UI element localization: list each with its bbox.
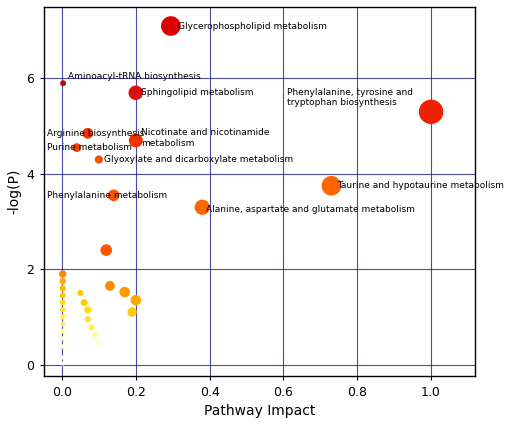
Point xyxy=(59,320,67,327)
Point xyxy=(59,343,67,350)
Text: Taurine and hypotaurine metabolism: Taurine and hypotaurine metabolism xyxy=(337,181,504,190)
Point xyxy=(198,204,206,211)
Point xyxy=(80,299,88,306)
Text: Sphingolipid metabolism: Sphingolipid metabolism xyxy=(141,88,254,97)
Point xyxy=(91,332,99,338)
Point xyxy=(110,192,118,198)
Point xyxy=(59,328,67,334)
Point xyxy=(132,297,140,303)
Text: Arginine biosynthesis: Arginine biosynthesis xyxy=(47,129,145,138)
Text: Purine metabolism: Purine metabolism xyxy=(47,143,132,152)
Point xyxy=(132,89,140,96)
Text: Phenylalanine, tyrosine and
tryptophan biosynthesis: Phenylalanine, tyrosine and tryptophan b… xyxy=(287,88,413,107)
Point xyxy=(59,278,67,284)
Point xyxy=(59,314,67,320)
Point xyxy=(59,306,67,313)
Text: Glycerophospholipid metabolism: Glycerophospholipid metabolism xyxy=(178,22,327,31)
Point xyxy=(87,324,96,331)
Point xyxy=(167,23,175,29)
Text: Aminoacyl-tRNA biosynthesis: Aminoacyl-tRNA biosynthesis xyxy=(68,71,200,81)
Point xyxy=(84,306,92,313)
Text: Phenylalanine metabolism: Phenylalanine metabolism xyxy=(47,191,167,200)
Point xyxy=(59,271,67,278)
Text: Alanine, aspartate and glutamate metabolism: Alanine, aspartate and glutamate metabol… xyxy=(206,205,415,214)
Point xyxy=(59,292,67,299)
Point xyxy=(128,309,136,315)
Point xyxy=(327,182,335,189)
Point xyxy=(121,289,129,295)
Point xyxy=(59,335,67,342)
Point xyxy=(427,108,435,115)
Text: Glyoxylate and dicarboxylate metabolism: Glyoxylate and dicarboxylate metabolism xyxy=(105,155,294,164)
Point xyxy=(59,354,67,361)
Point xyxy=(84,316,92,323)
Point xyxy=(84,130,92,137)
Y-axis label: -log(P): -log(P) xyxy=(7,169,21,214)
Point xyxy=(59,285,67,292)
Point xyxy=(95,156,103,163)
Point xyxy=(102,247,110,254)
Point xyxy=(73,144,81,151)
Point xyxy=(59,80,67,87)
Point xyxy=(95,340,103,347)
Point xyxy=(59,299,67,306)
Point xyxy=(132,137,140,144)
Text: Nicotinate and nicotinamide
metabolism: Nicotinate and nicotinamide metabolism xyxy=(141,128,270,148)
Point xyxy=(59,360,67,367)
Point xyxy=(76,289,85,296)
Point xyxy=(106,283,114,289)
X-axis label: Pathway Impact: Pathway Impact xyxy=(204,404,315,418)
